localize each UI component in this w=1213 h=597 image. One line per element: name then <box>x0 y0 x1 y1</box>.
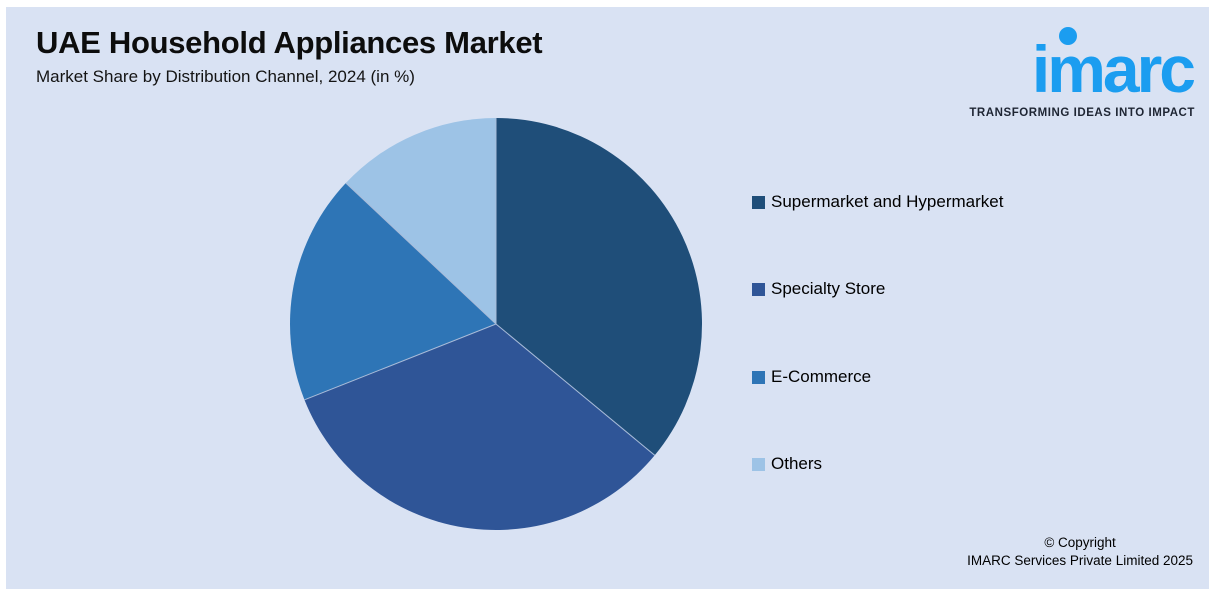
logo-tagline: TRANSFORMING IDEAS INTO IMPACT <box>969 107 1195 119</box>
copyright-line1: © Copyright <box>1044 535 1116 550</box>
legend-swatch <box>752 282 765 296</box>
legend-label: Supermarket and Hypermarket <box>771 192 1004 211</box>
legend-swatch <box>752 457 765 471</box>
pie-slice-separator <box>304 323 497 401</box>
imarc-logo: imarc TRANSFORMING IDEAS INTO IMPACT <box>953 19 1196 125</box>
chart-panel: UAE Household Appliances Market Market S… <box>6 7 1209 589</box>
logo-dot-icon <box>1059 27 1077 45</box>
legend-item-others: Others <box>752 454 822 474</box>
pie-slice-e-commerce <box>290 182 496 400</box>
copyright-notice: © Copyright IMARC Services Private Limit… <box>967 534 1193 570</box>
pie-slice-others <box>345 117 496 324</box>
legend-item-specialty-store: Specialty Store <box>752 279 885 299</box>
legend-swatch <box>752 370 765 384</box>
copyright-line2: IMARC Services Private Limited 2025 <box>967 553 1193 568</box>
legend-label: Others <box>771 454 823 473</box>
pie-slice-separator <box>345 182 497 325</box>
pie-slice-supermarket-and-hypermarket <box>496 118 703 456</box>
pie-chart <box>276 104 716 544</box>
pie-slice-specialty-store <box>304 324 655 530</box>
legend-item-e-commerce: E-Commerce <box>752 367 871 387</box>
legend-label: Specialty Store <box>771 279 886 298</box>
page-title: UAE Household Appliances Market <box>36 25 543 60</box>
legend-swatch <box>752 195 765 209</box>
logo-brand-text: imarc <box>1031 32 1196 106</box>
legend-label: E-Commerce <box>771 367 872 386</box>
pie-slice-separator <box>495 323 656 456</box>
page-subtitle: Market Share by Distribution Channel, 20… <box>36 67 415 86</box>
legend-item-supermarket-and-hypermarket: Supermarket and Hypermarket <box>752 192 1003 212</box>
pie-chart-svg <box>290 117 703 530</box>
